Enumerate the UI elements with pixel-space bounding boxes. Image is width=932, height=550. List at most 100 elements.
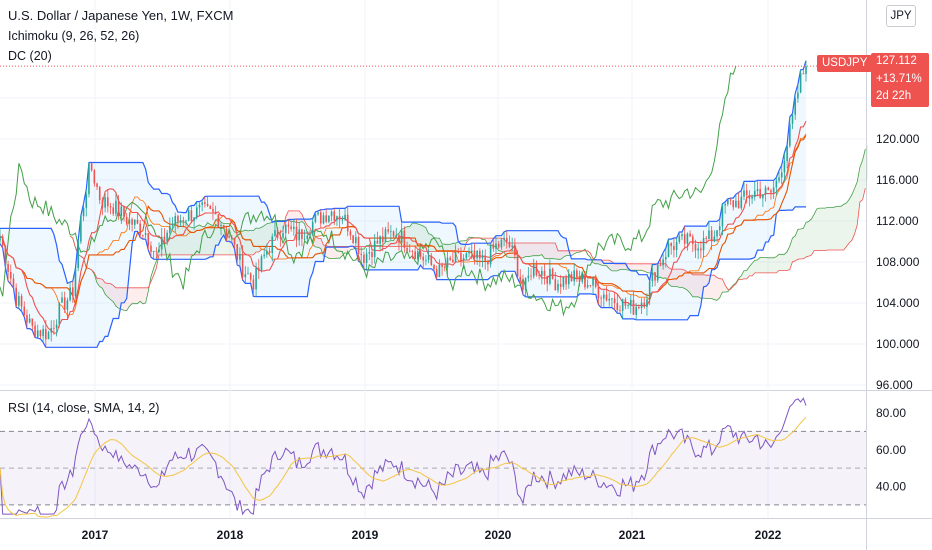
candle-body [263, 254, 265, 257]
candle-body [206, 203, 209, 207]
candle-body [306, 235, 309, 239]
cloud-segment [711, 275, 715, 300]
candle-body [681, 234, 683, 237]
cloud-segment [571, 250, 575, 256]
candle-body [748, 195, 751, 199]
cloud-segment [682, 269, 685, 289]
candle-body [546, 276, 549, 284]
candle-body [147, 233, 150, 246]
candle-body [333, 211, 336, 221]
candle-body [120, 206, 123, 216]
indicator-ichimoku-label[interactable]: Ichimoku (9, 26, 52, 26) [8, 29, 140, 43]
candle-body [573, 270, 575, 282]
cloud-segment [210, 224, 213, 255]
cloud-segment [781, 254, 785, 271]
candle-body [133, 219, 136, 225]
candle-body [220, 224, 222, 226]
cloud-segment [849, 194, 852, 244]
candle-body [392, 231, 395, 237]
cloud-segment [757, 257, 761, 273]
candle-body [174, 216, 177, 226]
candle-body [66, 300, 69, 310]
candle-body [233, 238, 236, 245]
candle-body [605, 294, 608, 301]
candle-body [209, 206, 212, 209]
last-price-box: 127.112 +13.71% 2d 22h [871, 53, 929, 107]
candle-body [770, 190, 772, 193]
cloud-segment [460, 240, 464, 252]
candle-body [252, 279, 255, 290]
cloud-segment [741, 270, 744, 280]
cloud-segment [455, 242, 459, 252]
cloud-segment [253, 228, 257, 255]
cloud-segment [760, 257, 763, 273]
candle-body [505, 237, 508, 242]
cloud-segment [614, 263, 618, 271]
indicator-dc-label[interactable]: DC (20) [8, 49, 52, 63]
cloud-segment [824, 207, 828, 251]
candle-body [107, 197, 109, 207]
cloud-segment [609, 260, 612, 271]
cloud-segment [722, 279, 726, 293]
candle-body [452, 259, 454, 263]
cloud-segment [315, 236, 319, 248]
candle-body [495, 243, 497, 249]
currency-button[interactable]: JPY [886, 5, 916, 27]
cloud-segment [762, 257, 766, 273]
cloud-segment [797, 228, 801, 260]
cloud-segment [684, 270, 688, 291]
cloud-segment [638, 263, 642, 271]
candle-body [53, 327, 55, 329]
rsi-label[interactable]: RSI (14, close, SMA, 14, 2) [8, 401, 160, 415]
cloud-segment [808, 219, 812, 257]
senkou-span-a [69, 149, 866, 312]
candle-body [166, 232, 168, 242]
candle-body [322, 215, 325, 224]
cloud-segment [690, 271, 693, 297]
cloud-segment [698, 274, 701, 299]
cloud-segment [536, 242, 540, 256]
cloud-segment [129, 287, 133, 307]
candle-body [28, 318, 31, 323]
candle-body [376, 240, 379, 244]
candle-body [541, 270, 543, 276]
y-tick-label: 120.000 [876, 132, 920, 146]
candle-body [360, 253, 363, 255]
candle-body [708, 230, 710, 239]
candle-body [357, 237, 360, 254]
candle-body [39, 330, 42, 337]
cloud-segment [768, 257, 771, 273]
candle-body [34, 325, 36, 338]
cloud-segment [180, 221, 184, 255]
cloud-segment [806, 221, 809, 258]
candle-body [670, 243, 673, 247]
cloud-segment [245, 230, 248, 255]
candle-body [255, 267, 257, 290]
candle-body [55, 324, 58, 328]
candle-body [279, 237, 282, 239]
candle-body [309, 233, 311, 236]
candle-body [417, 251, 419, 260]
cloud-segment [167, 235, 170, 255]
cloud-segment [676, 269, 680, 288]
candle-body [179, 220, 182, 222]
candle-body [611, 298, 613, 300]
cloud-segment [754, 259, 758, 273]
candle-body [762, 194, 764, 199]
x-tick-label: 2018 [217, 528, 244, 542]
price-change: +13.71% [876, 72, 922, 85]
candle-body [565, 277, 567, 285]
cloud-segment [196, 225, 200, 255]
candle-body [802, 73, 805, 75]
cloud-segment [566, 250, 569, 256]
cloud-segment [765, 257, 769, 273]
candle-body [438, 264, 441, 278]
y-tick-label: 104.000 [876, 296, 920, 310]
candle-body [249, 273, 252, 280]
candle-body [559, 283, 562, 287]
candle-body [414, 251, 416, 260]
candle-body [325, 215, 327, 222]
candle-body [570, 274, 573, 282]
candle-body [406, 247, 408, 251]
